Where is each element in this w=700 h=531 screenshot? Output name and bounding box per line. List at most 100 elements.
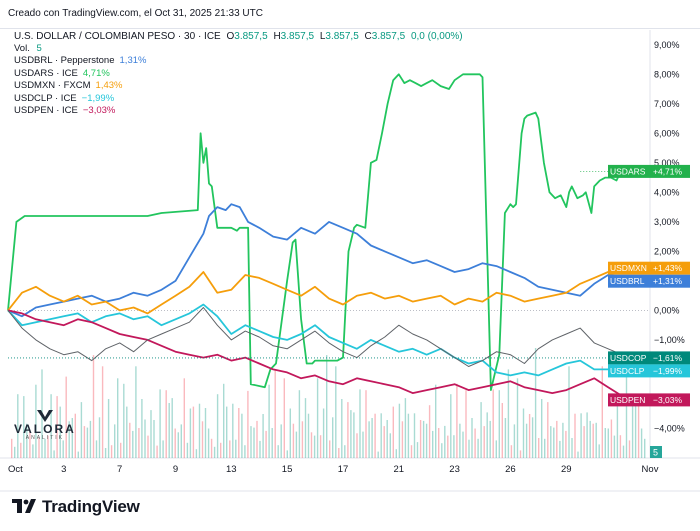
volume-bar <box>95 440 98 458</box>
legend-row[interactable]: USDCLP · ICE −1,99% <box>14 93 114 104</box>
volume-bar <box>338 448 340 458</box>
volume-bar <box>310 432 313 458</box>
volume-bar <box>422 420 425 458</box>
volume-bar <box>322 408 325 458</box>
volume-legend[interactable]: Vol. 5 <box>14 43 42 54</box>
close-label: C <box>364 31 372 42</box>
series-line-usdcop[interactable] <box>7 307 651 367</box>
volume-bar <box>601 366 603 458</box>
legend-symbol: USDMXN · FXCM <box>14 80 91 91</box>
volume-bar <box>522 408 525 458</box>
badge-symbol-label: USDCLP <box>610 366 645 376</box>
badge-value-usdmxn <box>650 261 690 275</box>
volume-bar <box>474 428 476 458</box>
legend-symbol: USDCLP · ICE <box>14 92 77 104</box>
volume-bar <box>513 424 516 458</box>
legend-row[interactable]: USDBRL · Pepperstone 1,31% <box>14 55 146 66</box>
x-tick-label: 9 <box>173 464 178 475</box>
legend-symbol: USDPEN · ICE <box>14 105 78 116</box>
badge-value-label: +1,31% <box>653 276 683 286</box>
volume-bar <box>220 442 222 458</box>
x-tick-label: 23 <box>449 464 460 475</box>
watermark-text: Creado con TradingView.com, el Oct 31, 2… <box>8 8 263 19</box>
volume-bar <box>250 426 252 458</box>
badge-symbol-usdpen[interactable] <box>608 393 650 407</box>
volume-bar <box>619 435 622 458</box>
volume-bar <box>634 403 637 458</box>
series-line-usdclp[interactable] <box>7 303 651 377</box>
series-line-usdmxn[interactable] <box>7 267 651 315</box>
volume-bar <box>171 398 173 458</box>
volume-bar <box>589 420 591 458</box>
volume-bar <box>386 420 388 458</box>
series-line-usdpen[interactable] <box>7 309 651 401</box>
volume-bar <box>183 378 185 459</box>
badge-value-usdpen <box>650 393 690 407</box>
volume-bar <box>392 406 394 458</box>
tradingview-name: TradingView <box>42 497 140 516</box>
volume-bar <box>229 440 231 458</box>
badge-symbol-usdmxn[interactable] <box>608 261 650 275</box>
volume-bar <box>244 445 246 458</box>
volume-bar <box>144 419 146 458</box>
volume-bar <box>368 421 370 458</box>
series-line-usdbrl[interactable] <box>7 203 651 318</box>
volume-bar <box>226 406 228 458</box>
x-tick-label: Oct <box>8 464 23 475</box>
volume-bar <box>435 384 437 458</box>
volume-bar <box>247 390 249 458</box>
series-line-usdars[interactable] <box>7 73 651 391</box>
badge-symbol-usdcop[interactable] <box>608 351 650 365</box>
volume-bar <box>298 390 301 458</box>
badge-symbol-usdbrl[interactable] <box>608 274 650 288</box>
legend-value: 1,31% <box>119 55 147 66</box>
volume-bar <box>123 383 125 459</box>
volume-bar <box>583 426 585 458</box>
main-series-title[interactable]: U.S. DOLLAR / COLOMBIAN PESO · 30 · ICE <box>14 31 221 42</box>
badge-value-label: +4,71% <box>653 166 683 176</box>
legend-row[interactable]: USDARS · ICE 4,71% <box>14 68 110 79</box>
volume-bar <box>126 406 128 458</box>
legend-row[interactable]: USDMXN · FXCM 1,43% <box>14 80 122 91</box>
volume-bar <box>59 406 61 458</box>
x-tick-label: 17 <box>338 464 349 475</box>
volume-bar <box>204 408 207 458</box>
badge-symbol-usdars[interactable] <box>608 164 650 178</box>
volume-bar <box>610 419 613 458</box>
volume-bar <box>14 446 16 458</box>
volume-bar <box>141 399 143 458</box>
volume-bar <box>138 428 140 458</box>
legend-row[interactable]: USDPEN · ICE −3,03% <box>14 105 115 116</box>
volume-bar <box>574 413 576 458</box>
volume-bar <box>135 366 137 458</box>
volume-bar <box>471 418 473 458</box>
volume-bar <box>201 421 204 458</box>
y-tick-label: −4,00% <box>654 424 685 434</box>
volume-bar <box>528 414 531 458</box>
volume-bar <box>316 378 319 459</box>
volume-bar <box>462 431 464 458</box>
volume-bar <box>419 420 422 458</box>
main-series-header: U.S. DOLLAR / COLOMBIAN PESO · 30 · ICE … <box>14 31 463 42</box>
volume-bar <box>47 435 49 458</box>
volume-bar <box>371 418 373 458</box>
volume-bar <box>404 398 407 458</box>
volume-bar <box>377 451 379 458</box>
volume-bar <box>401 421 404 458</box>
volume-bar <box>265 430 267 458</box>
badge-symbol-usdclp[interactable] <box>608 364 650 378</box>
volume-bar <box>544 438 546 459</box>
volume-bar <box>168 403 170 458</box>
volume-bar <box>159 389 161 458</box>
volume-bar <box>413 413 416 458</box>
volume-bar <box>268 384 270 458</box>
volume-bar <box>598 444 600 458</box>
tradingview-logo[interactable]: TradingView <box>12 497 140 517</box>
volume-bar <box>53 450 55 458</box>
legend-value: 4,71% <box>82 67 110 79</box>
volume-bar <box>565 430 567 458</box>
volume-bar <box>480 402 482 458</box>
legend-value: 1,43% <box>95 80 123 91</box>
volume-bar <box>186 442 189 458</box>
